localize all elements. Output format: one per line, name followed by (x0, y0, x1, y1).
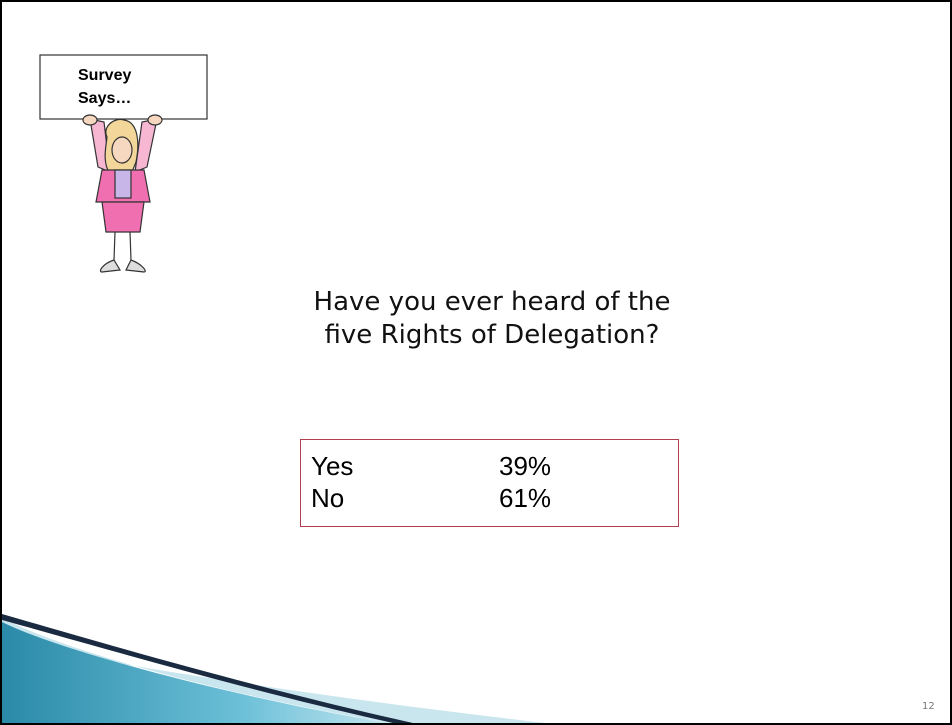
answer: No (311, 483, 344, 514)
page-number: 12 (922, 701, 935, 712)
percentage: 39% (499, 451, 551, 482)
question-line: Have you ever heard of the (2, 287, 952, 317)
clipart-woman (40, 55, 207, 272)
question-line: five Rights of Delegation? (2, 320, 952, 350)
results-table: Yes 39% No 61% (300, 439, 679, 527)
decoration: Survey Says… (2, 2, 952, 725)
percentage: 61% (499, 483, 551, 514)
answer: Yes (311, 451, 353, 482)
sign-text: Survey (78, 67, 131, 84)
sign-text: Says… (78, 90, 131, 107)
slide: Survey Says… Have you ever heard of the … (0, 0, 952, 725)
sign-board (40, 55, 207, 119)
